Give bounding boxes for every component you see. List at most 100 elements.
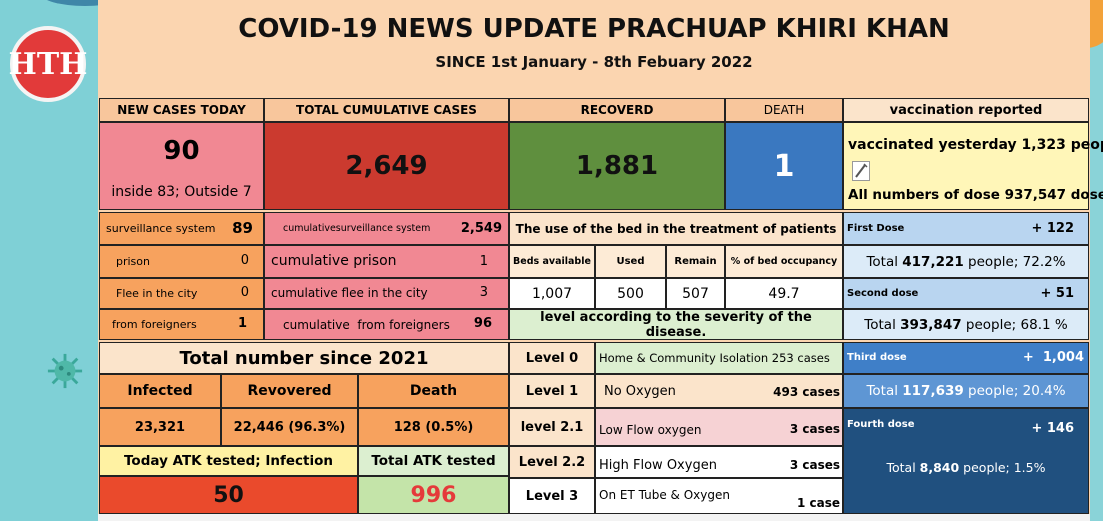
all-doses: All numbers of dose 937,547 doses — [848, 187, 1103, 203]
since-2021-recovered-value: 22,446 (96.3%) — [221, 408, 358, 446]
flee-label: Flee in the city — [116, 287, 198, 300]
level-2-1-label: level 2.1 — [509, 408, 595, 446]
beds-header-used: Used — [595, 245, 666, 278]
cum-flee-row: cumulative flee in the city 3 — [264, 278, 509, 309]
page-subtitle: SINCE 1st January - 8th Febuary 2022 — [435, 53, 753, 71]
first-dose-delta: + 122 — [1031, 221, 1074, 236]
since-2021-recovered-header: Revovered — [221, 374, 358, 408]
hth-logo: HTH — [8, 26, 88, 102]
surveillance-row: surveillance system 89 — [99, 212, 264, 245]
beds-header-available: Beds available — [509, 245, 595, 278]
cum-prison-label: cumulative prison — [271, 253, 397, 269]
death-value: 1 — [725, 122, 843, 210]
fourth-dose-total-prefix: Total — [886, 459, 920, 475]
fourth-dose-total: Total 8,840 people; 1.5% — [844, 457, 1088, 477]
second-dose-total: Total 393,847 people; 68.1 % — [843, 309, 1089, 340]
new-cases-header: NEW CASES TODAY — [99, 98, 264, 122]
vaccination-header: vaccination reported — [843, 98, 1089, 122]
cum-surveillance-row: cumulativesurveillance system 2,549 — [264, 212, 509, 245]
since-2021-death-value: 128 (0.5%) — [358, 408, 509, 446]
fourth-dose-total-suffix: people; 1.5% — [959, 459, 1046, 475]
severity-title: level according to the severity of the d… — [509, 309, 843, 340]
surveillance-value: 89 — [232, 219, 253, 237]
since-2021-death-header: Death — [358, 374, 509, 408]
atk-total-value: 996 — [358, 476, 509, 514]
level-3-label: Level 3 — [509, 478, 595, 514]
cum-foreigners-row: cumulative from foreigners 96 — [264, 309, 509, 340]
foreigners-label: from foreigners — [112, 318, 197, 331]
total-cumulative-header: TOTAL CUMULATIVE CASES — [264, 98, 509, 122]
cum-foreigners-label: cumulative from foreigners — [283, 318, 450, 332]
atk-today-label: Today ATK tested; Infection — [99, 446, 358, 476]
cum-foreigners-value: 96 — [473, 316, 492, 331]
prison-row: prison 0 — [99, 245, 264, 278]
page-title: COVID-19 NEWS UPDATE PRACHUAP KHIRI KHAN — [238, 14, 950, 44]
since-2021-title: Total number since 2021 — [99, 342, 509, 374]
beds-available-value: 1,007 — [509, 278, 595, 309]
foreigners-row: from foreigners 1 — [99, 309, 264, 340]
recovered-header: RECOVERD — [509, 98, 725, 122]
cum-flee-label: cumulative flee in the city — [271, 286, 428, 300]
third-dose-delta: + 1,004 — [1022, 350, 1084, 365]
third-dose-header: Third dose + 1,004 — [843, 342, 1089, 374]
level-0-desc: Home & Community Isolation 253 cases — [599, 351, 830, 365]
vaccination-summary-box: vaccinated yesterday 1,323 people All nu… — [843, 122, 1103, 210]
level-1-row: No Oxygen 493 cases — [595, 374, 843, 408]
surveillance-label: surveillance system — [106, 222, 216, 235]
level-1-desc: No Oxygen — [604, 384, 676, 399]
flee-row: Flee in the city 0 — [99, 278, 264, 309]
beds-header-occupancy: % of bed occupancy — [725, 245, 843, 278]
level-0-row: Home & Community Isolation 253 cases — [595, 342, 843, 374]
level-3-count: 1 case — [796, 496, 840, 510]
third-dose-total-prefix: Total — [866, 383, 903, 399]
since-2021-infected-header: Infected — [99, 374, 221, 408]
beds-used-value: 500 — [595, 278, 666, 309]
virus-icon — [47, 353, 83, 389]
flee-value: 0 — [240, 285, 249, 300]
fourth-dose-label: Fourth dose — [847, 419, 915, 430]
bottom-strip — [98, 514, 1090, 521]
second-dose-total-value: 393,847 — [900, 316, 962, 333]
second-dose-header: Second dose + 51 — [843, 278, 1089, 309]
vaccinated-yesterday: vaccinated yesterday 1,323 people — [848, 137, 1103, 153]
third-dose-total: Total 117,639 people; 20.4% — [843, 374, 1089, 408]
beds-title: The use of the bed in the treatment of p… — [509, 212, 843, 245]
third-dose-total-suffix: people; 20.4% — [963, 383, 1066, 399]
level-2-2-label: Level 2.2 — [509, 446, 595, 478]
level-2-2-row: High Flow Oxygen 3 cases — [595, 446, 843, 478]
first-dose-label: First Dose — [847, 223, 905, 234]
prison-value: 0 — [240, 253, 249, 268]
logo-text: HTH — [8, 46, 88, 82]
first-dose-total-prefix: Total — [866, 253, 903, 270]
beds-header-remain: Remain — [666, 245, 725, 278]
beds-remain-value: 507 — [666, 278, 725, 309]
cum-surveillance-value: 2,549 — [460, 221, 502, 236]
level-1-count: 493 cases — [773, 385, 840, 399]
first-dose-total: Total 417,221 people; 72.2% — [843, 245, 1089, 278]
third-dose-label: Third dose — [847, 352, 907, 363]
cum-prison-row: cumulative prison 1 — [264, 245, 509, 278]
fourth-dose-delta: + 146 — [1031, 421, 1074, 436]
new-cases-box: 90 inside 83; Outside 7 — [99, 122, 264, 210]
new-cases-value: 90 — [163, 136, 200, 166]
atk-total-label: Total ATK tested — [358, 446, 509, 476]
decorative-swoosh — [40, 0, 130, 6]
level-2-1-count: 3 cases — [789, 422, 840, 436]
second-dose-delta: + 51 — [1040, 286, 1074, 301]
level-2-1-row: Low Flow oxygen 3 cases — [595, 408, 843, 446]
level-0-label: Level 0 — [509, 342, 595, 374]
level-2-2-desc: High Flow Oxygen — [599, 458, 717, 473]
new-cases-detail: inside 83; Outside 7 — [111, 184, 252, 200]
cum-flee-value: 3 — [479, 285, 488, 300]
second-dose-label: Second dose — [847, 288, 919, 299]
prison-label: prison — [116, 255, 150, 268]
total-cumulative-value: 2,649 — [264, 122, 509, 210]
second-dose-total-prefix: Total — [864, 316, 901, 333]
level-2-1-desc: Low Flow oxygen — [599, 423, 702, 437]
first-dose-total-suffix: people; 72.2% — [963, 253, 1066, 270]
second-dose-total-suffix: people; 68.1 % — [961, 316, 1068, 333]
foreigners-value: 1 — [237, 316, 247, 331]
since-2021-infected-value: 23,321 — [99, 408, 221, 446]
third-dose-total-value: 117,639 — [902, 383, 964, 399]
level-2-2-count: 3 cases — [789, 458, 840, 472]
